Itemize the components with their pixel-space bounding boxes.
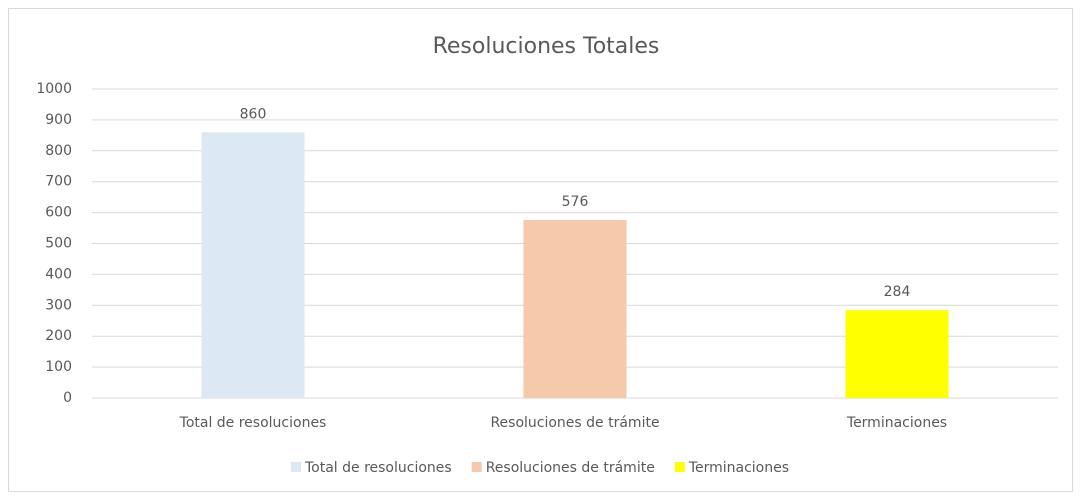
y-tick-label: 1000 (36, 81, 72, 97)
legend-label: Terminaciones (688, 460, 789, 476)
x-tick-label: Total de resoluciones (179, 415, 327, 431)
y-tick-label: 800 (45, 143, 72, 159)
data-label: 860 (240, 106, 267, 122)
legend-label: Resoluciones de trámite (486, 460, 655, 476)
bar (845, 310, 949, 398)
bar (523, 220, 627, 398)
y-tick-label: 900 (45, 112, 72, 128)
y-tick-label: 600 (45, 205, 72, 221)
y-tick-label: 0 (63, 390, 72, 406)
y-tick-label: 400 (45, 266, 72, 282)
y-tick-label: 700 (45, 174, 72, 190)
legend-swatch (290, 462, 301, 472)
x-tick-label: Resoluciones de trámite (490, 415, 659, 431)
data-label: 284 (884, 284, 911, 300)
chart-title: Resoluciones Totales (433, 34, 660, 59)
y-tick-label: 200 (45, 328, 72, 344)
legend-label: Total de resoluciones (304, 460, 452, 476)
bar (201, 132, 305, 398)
y-tick-label: 100 (45, 359, 72, 375)
legend-swatch (674, 462, 685, 472)
data-label: 576 (562, 194, 589, 210)
legend-swatch (471, 462, 482, 472)
y-tick-label: 500 (45, 236, 72, 252)
y-tick-label: 300 (45, 297, 72, 313)
x-tick-label: Terminaciones (846, 415, 947, 431)
